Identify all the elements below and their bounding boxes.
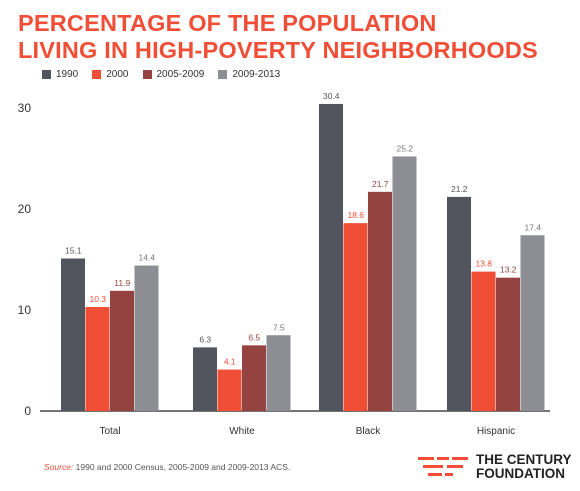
x-category-label: Total [99, 426, 120, 437]
chart-title: PERCENTAGE OF THE POPULATION LIVING IN H… [18, 10, 573, 64]
data-label: 4.1 [224, 357, 236, 367]
data-label: 21.2 [451, 184, 468, 194]
data-label: 17.4 [524, 222, 541, 232]
tcf-logo-mark-icon [418, 453, 468, 481]
bar-white-1990 [193, 347, 217, 411]
bar-white-2005-2009 [242, 345, 266, 411]
y-tick-label: 30 [18, 101, 32, 115]
bar-total-1990 [61, 258, 85, 411]
legend-item-2000: 2000 [92, 69, 129, 80]
chart-title-line-1: PERCENTAGE OF THE POPULATION [18, 10, 437, 36]
legend-swatch-2005-2009 [142, 70, 152, 79]
source-text: 1990 and 2000 Census, 2005-2009 and 2009… [73, 462, 291, 472]
bar-white-2000 [217, 369, 242, 411]
data-label: 7.5 [273, 322, 285, 332]
data-label: 6.5 [248, 332, 260, 342]
legend-item-1990: 1990 [42, 69, 78, 80]
legend-swatch-1990 [42, 70, 51, 79]
data-label: 13.2 [500, 265, 517, 275]
y-tick-label: 20 [18, 202, 32, 216]
bar-black-1990 [319, 103, 343, 412]
data-label: 14.4 [138, 253, 155, 263]
legend-swatch-2009-2013 [218, 70, 228, 79]
data-label: 21.7 [372, 179, 389, 189]
bar-hispanic-1990 [447, 196, 471, 411]
data-label: 25.2 [396, 143, 413, 153]
legend-item-2005-2009: 2005-2009 [142, 69, 205, 80]
data-label: 18.6 [347, 210, 364, 220]
y-tick-label: 10 [18, 303, 32, 317]
bar-black-2005-2009 [368, 191, 392, 411]
logo-text: THE CENTURY FOUNDATION [476, 453, 572, 481]
y-tick-label: 0 [24, 404, 31, 418]
data-label: 6.3 [199, 334, 211, 344]
chart-legend: 1990 2000 2005-2009 2009-2013 [42, 69, 280, 80]
bar-total-2005-2009 [110, 290, 134, 411]
legend-label-2005-2009: 2005-2009 [156, 69, 205, 80]
logo-text-line-1: THE CENTURY [476, 452, 572, 467]
bar-hispanic-2009-2013 [520, 235, 545, 411]
data-label: 30.4 [323, 91, 340, 101]
data-label: 15.1 [65, 245, 82, 255]
source-label: Source: [44, 462, 74, 472]
legend-label-2009-2013: 2009-2013 [232, 69, 281, 80]
bar-total-2000 [85, 306, 110, 411]
legend-label-2000: 2000 [106, 69, 129, 80]
bar-black-2009-2013 [392, 156, 417, 411]
x-category-label: Black [356, 426, 381, 437]
data-label: 13.8 [475, 259, 492, 269]
x-category-label: White [229, 426, 255, 437]
data-label: 10.3 [89, 294, 106, 304]
legend-label-1990: 1990 [56, 69, 79, 80]
bar-white-2009-2013 [266, 335, 291, 411]
bar-black-2000 [343, 223, 368, 411]
data-label: 11.9 [114, 278, 130, 288]
bar-total-2009-2013 [134, 265, 159, 411]
bar-hispanic-2005-2009 [496, 277, 520, 411]
chart-title-line-2: LIVING IN HIGH-POVERTY NEIGHBORHOODS [18, 37, 538, 63]
logo-text-line-2: FOUNDATION [476, 466, 565, 481]
bar-hispanic-2000 [471, 271, 496, 411]
century-foundation-logo: THE CENTURY FOUNDATION [418, 453, 572, 481]
legend-swatch-2000 [92, 70, 102, 79]
source-note: Source: 1990 and 2000 Census, 2005-2009 … [44, 462, 290, 472]
x-category-label: Hispanic [477, 426, 515, 437]
legend-item-2009-2013: 2009-2013 [218, 69, 280, 80]
